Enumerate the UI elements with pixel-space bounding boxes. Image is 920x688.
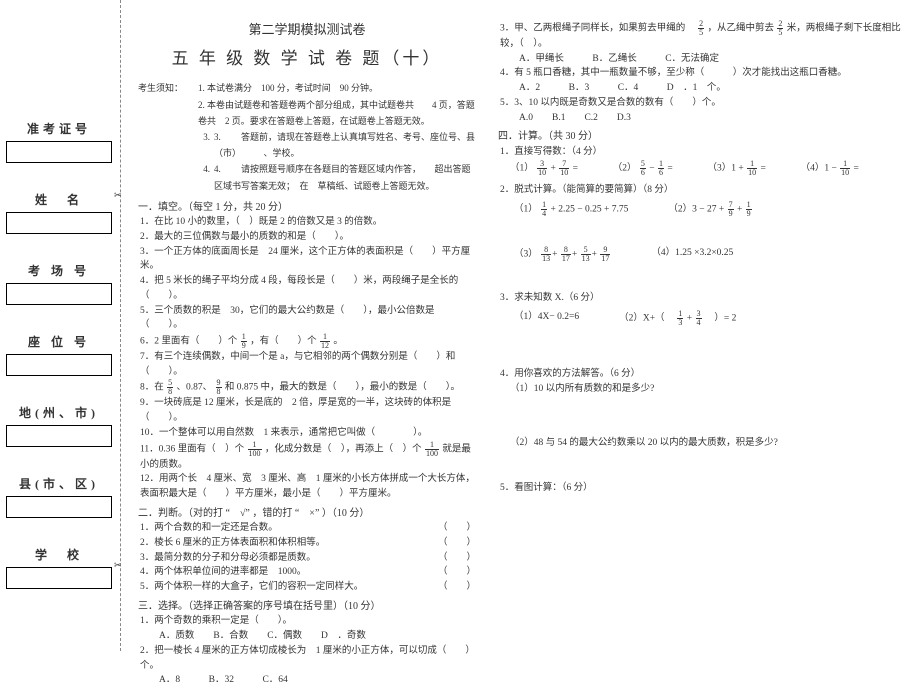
sidebar-box [6,212,112,234]
question: 3．甲、乙两根绳子同样长，如果剪去甲绳的 25 ，从乙绳中剪去 25 米，两根绳… [498,20,908,52]
calc-row: （1） 14 + 2.25 − 0.25 + 7.75 （2）3 − 27 + … [514,201,908,218]
sub-head: 2．脱式计算。（能简算的要简算）（8 分） [498,183,908,198]
question: 5．两个体积一样的大盒子，它们的容积一定同样大。（ ） [138,580,476,595]
question: 9．一块砖底是 12 厘米，长是底的 2 倍，厚是宽的一半，这块砖的体积是（ ）… [138,396,476,425]
question: 8．在 58 、0.87、 98 和 0.875 中，最大的数是（ ），最小的数… [138,379,476,396]
sidebar-item: 学 校 [6,546,112,589]
notice-item: 2. 本卷由试题卷和答题卷两个部分组成，其中试题卷共 4 页，答题卷共 2 页。… [198,97,476,129]
text: 3．甲、乙两根绳子同样长，如果剪去甲绳的 [500,24,695,34]
question: 4．有 5 瓶口香糖，其中一瓶数量不够，至少称（ ）次才能找出这瓶口香糖。 [498,66,908,81]
options: A．甲绳长 B．乙绳长 C．无法确定 [498,52,908,67]
sidebar-box [6,354,112,376]
text: 。 [333,337,343,347]
options: A.0 B.1 C.2 D.3 [498,111,908,126]
fraction: 25 [698,20,704,37]
title: 五 年 级 数 学 试 卷 题（十） [138,46,476,72]
question: 2．把一棱长 4 厘米的正方体切成棱长为 1 厘米的小正方体，可以切成（ ）个。 [138,644,476,673]
cut-line [120,0,121,651]
sidebar-item: 考 场 号 [6,262,112,305]
text: 8．在 [140,383,166,393]
fraction: 58 [167,379,173,396]
question: 2．最大的三位偶数与最小的质数的和是（ ）。 [138,230,476,245]
text: ，从乙绳中剪去 [708,24,777,34]
sidebar-item: 准考证号 [6,120,112,163]
question: （1）10 以内所有质数的和是多少? [498,382,908,397]
sidebar-label: 考 场 号 [6,262,112,279]
question: 3．最简分数的分子和分母必须都是质数。（ ） [138,551,476,566]
question: 1．两个奇数的乘积一定是（ ）。 [138,614,476,629]
text: 、0.87、 [177,383,213,393]
notice-lead: 考生须知： [138,80,198,96]
page: 准考证号 姓 名 考 场 号 座 位 号 地(州、市) 县(市、区) 学 校 ✂ [0,0,920,651]
fraction: 1100 [425,441,439,458]
question: 3．一个正方体的底面周长是 24 厘米，这个正方体的表面积是（ ）平方厘米。 [138,245,476,274]
sidebar: 准考证号 姓 名 考 场 号 座 位 号 地(州、市) 县(市、区) 学 校 [0,0,118,651]
fraction: 19 [241,333,247,350]
options: A．2 B．3 C．4 D ．1 个。 [498,81,908,96]
question: 5．3、10 以内既是奇数又是合数的数有（ ）个。 [498,96,908,111]
sidebar-box [6,425,112,447]
sub-head: 3．求未知数 X.（6 分） [498,291,908,306]
fraction: 1100 [248,441,262,458]
section-head: 三．选择。（选择正确答案的序号填在括号里）（10 分） [138,599,476,615]
text: 11．0.36 里面有（ ）个 [140,444,247,454]
sidebar-label: 学 校 [6,546,112,563]
content: 第二学期模拟测试卷 五 年 级 数 学 试 卷 题（十） 考生须知： 1. 本试… [118,0,920,651]
scissor-icon: ✂ [114,190,122,201]
question: 1．两个合数的和一定还是合数。（ ） [138,521,476,536]
calc-row: （1）4X− 0.2=6 （2）X+（ 13 + 34 ）= 2 [514,310,908,327]
sidebar-box [6,141,112,163]
sidebar-label: 姓 名 [6,191,112,208]
fraction: 112 [320,333,330,350]
text: ，化成分数是（ ），再添上（ ）个 [265,444,424,454]
section-head: 二．判断。（对的打 “ √” ，错的打 “ ×” ）（10 分） [138,506,476,522]
notice-item: 4. 请按照题号顺序在各题目的答题区域内作答， 超出答题区域书写答案无效； 在 … [214,161,476,193]
question: 7．有三个连续偶数，中间一个是 a，与它相邻的两个偶数分别是（ ）和（ ）。 [138,350,476,379]
sidebar-box [6,567,112,589]
sub-head: 4．用你喜欢的方法解答。（6 分） [498,367,908,382]
sidebar-label: 座 位 号 [6,333,112,350]
question: （2）48 与 54 的最大公约数乘以 20 以内的最大质数，积是多少? [498,436,908,451]
right-column: 3．甲、乙两根绳子同样长，如果剪去甲绳的 25 ，从乙绳中剪去 25 米，两根绳… [488,20,908,641]
notice-item: 3. 答题前，请现在答题卷上认真填写姓名、考号、座位号、县（市） 、学校。 [214,129,476,161]
sidebar-box [6,283,112,305]
sub-head: 1．直接写得数：（4 分） [498,145,908,160]
sidebar-item: 县(市、区) [6,475,112,518]
sidebar-box [6,496,112,518]
text: 6．2 里面有（ ）个 [140,337,240,347]
fraction: 25 [777,20,783,37]
left-column: 第二学期模拟测试卷 五 年 级 数 学 试 卷 题（十） 考生须知： 1. 本试… [138,20,488,641]
question: 4．把 5 米长的绳子平均分成 4 段，每段长是（ ）米，两段绳子是全长的（ ）… [138,274,476,303]
section-head: 一．填空。（每空 1 分，共 20 分） [138,200,476,216]
sidebar-item: 地(州、市) [6,404,112,447]
section-head: 四．计算。（共 30 分） [498,129,908,145]
sidebar-item: 姓 名 [6,191,112,234]
pretitle: 第二学期模拟测试卷 [138,20,476,40]
question: 11．0.36 里面有（ ）个 1100 ，化成分数是（ ），再添上（ ）个 1… [138,441,476,473]
notice-item: 1. 本试卷满分 100 分，考试时间 90 分钟。 [198,80,476,96]
sidebar-item: 座 位 号 [6,333,112,376]
question: 10．一个整体可以用自然数 1 来表示，通常把它叫做（ ）。 [138,426,476,441]
question: 4．两个体积单位间的进率都是 1000。（ ） [138,565,476,580]
sidebar-label: 县(市、区) [6,475,112,492]
options: A．8 B．32 C．64 [138,673,476,688]
options: A．质数 B．合数 C．偶数 D ．奇数 [138,629,476,644]
question: 5．三个质数的积是 30，它们的最大公约数是（ ），最小公倍数是（ ）。 [138,304,476,333]
scissor-icon: ✂ [114,560,122,571]
calc-line: （1） 310 + 710 = （2） 56 − 16 = （3）1 + 110… [498,160,908,177]
notice-block: 考生须知： 1. 本试卷满分 100 分，考试时间 90 分钟。 2. 本卷由试… [138,80,476,193]
text: 和 0.875 中，最大的数是（ ），最小的数是（ ）。 [225,383,460,393]
question: 1．在比 10 小的数里，（ ）既是 2 的倍数又是 3 的倍数。 [138,215,476,230]
sidebar-label: 准考证号 [6,120,112,137]
question: 6．2 里面有（ ）个 19 ，有（ ）个 112 。 [138,333,476,350]
calc-row: （3） 813+ 817+ 513+ 917 （4）1.25 ×3.2×0.25 [514,246,908,263]
fraction: 98 [216,379,222,396]
text: ，有（ ）个 [250,337,319,347]
sidebar-label: 地(州、市) [6,404,112,421]
question: 12．用两个长 4 厘米、宽 3 厘米、高 1 厘米的小长方体拼成一个大长方体，… [138,472,476,501]
sub-head: 5．看图计算：（6 分） [498,481,908,496]
question: 2．棱长 6 厘米的正方体表面积和体积相等。（ ） [138,536,476,551]
